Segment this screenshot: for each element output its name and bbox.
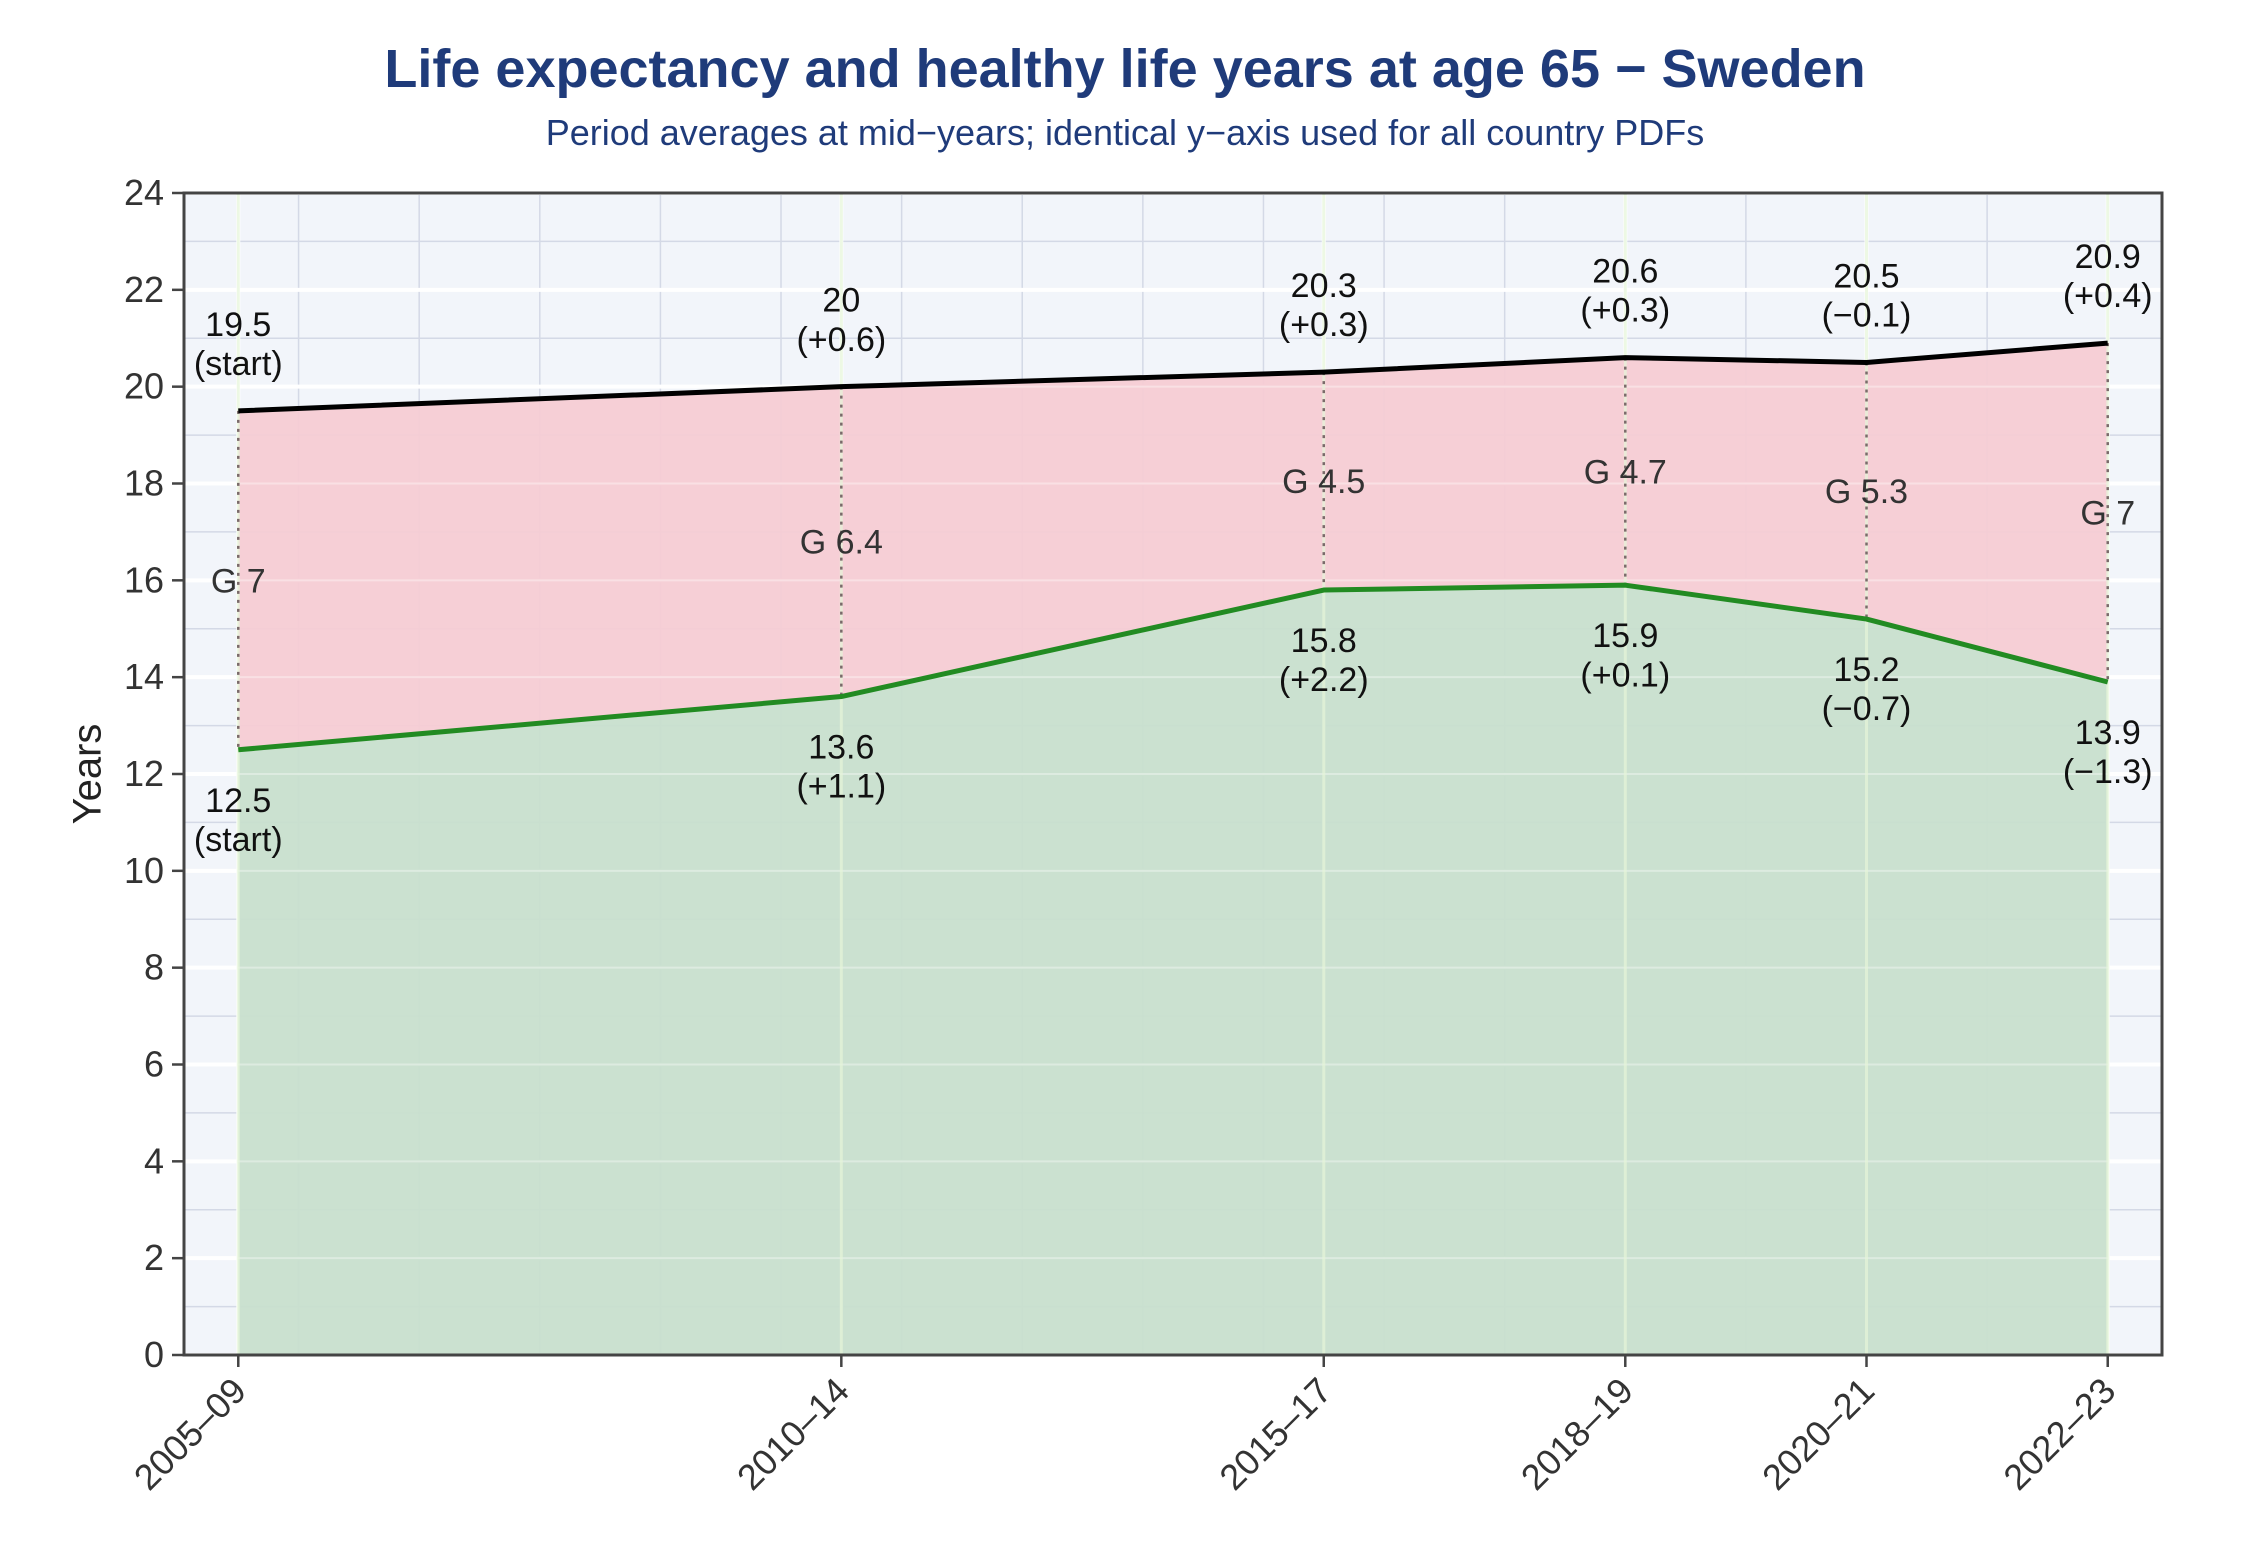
area-fills bbox=[184, 192, 2162, 1356]
gap-label: G 7 bbox=[2080, 495, 2135, 533]
y-tick-label: 24 bbox=[124, 172, 164, 213]
x-tick-label: 2010–14 bbox=[729, 1370, 857, 1498]
healthy-life-years-label: 13.6 (+1.1) bbox=[796, 729, 886, 806]
healthy-years-area bbox=[238, 585, 2108, 1355]
gap-label: G 5.3 bbox=[1825, 473, 1908, 511]
life-expectancy-label: 20.6 (+0.3) bbox=[1580, 253, 1670, 330]
gap-label: G 4.5 bbox=[1282, 463, 1365, 501]
healthy-life-years-label: 15.8 (+2.2) bbox=[1279, 622, 1369, 699]
y-tick-label: 10 bbox=[124, 850, 164, 891]
y-tick-label: 22 bbox=[124, 269, 164, 310]
gap-area bbox=[238, 343, 2108, 750]
healthy-life-years-label: 15.2 (−0.7) bbox=[1822, 651, 1912, 728]
x-tick-label: 2015–17 bbox=[1211, 1370, 1339, 1498]
y-tick-label: 12 bbox=[124, 753, 164, 794]
y-tick-label: 8 bbox=[144, 947, 164, 988]
life-expectancy-label: 20.5 (−0.1) bbox=[1822, 257, 1912, 334]
x-tick-label: 2005–09 bbox=[126, 1370, 254, 1498]
x-tick-label: 2018–19 bbox=[1513, 1370, 1641, 1498]
gap-label: G 4.7 bbox=[1584, 453, 1667, 491]
life-expectancy-label: 20.9 (+0.4) bbox=[2063, 238, 2153, 315]
chart-subtitle: Period averages at mid−years; identical … bbox=[545, 112, 1705, 153]
data-labels: 19.5 (start) 12.5 (start) G 7 20 (+0.6) 13.6 (+1… bbox=[194, 238, 2153, 859]
y-tick-label: 18 bbox=[124, 463, 164, 504]
x-tick-label: 2022–23 bbox=[1995, 1370, 2123, 1498]
x-tick-label: 2020–21 bbox=[1754, 1370, 1882, 1498]
y-tick-label: 6 bbox=[144, 1044, 164, 1085]
y-tick-label: 20 bbox=[124, 366, 164, 407]
healthy-life-years-label: 13.9 (−1.3) bbox=[2063, 714, 2153, 791]
life-expectancy-label: 19.5 (start) bbox=[194, 306, 283, 383]
y-tick-label: 0 bbox=[144, 1334, 164, 1375]
healthy-life-years-label: 15.9 (+0.1) bbox=[1580, 617, 1670, 694]
gap-label: G 7 bbox=[211, 562, 266, 600]
y-tick-label: 14 bbox=[124, 656, 164, 697]
y-axis-title: Years bbox=[66, 724, 110, 825]
y-tick-label: 4 bbox=[144, 1140, 164, 1181]
life-expectancy-label: 20.3 (+0.3) bbox=[1279, 267, 1369, 344]
life-expectancy-line bbox=[238, 340, 2108, 414]
gap-label: G 6.4 bbox=[800, 524, 883, 562]
y-tick-label: 16 bbox=[124, 559, 164, 600]
y-tick-label: 2 bbox=[144, 1237, 164, 1278]
chart-title: Life expectancy and healthy life years a… bbox=[384, 39, 1866, 99]
healthy-life-years-label: 12.5 (start) bbox=[194, 782, 283, 859]
series-lines bbox=[237, 340, 2109, 753]
life-expectancy-label: 20 (+0.6) bbox=[796, 282, 886, 359]
healthy-life-years-line bbox=[238, 582, 2109, 753]
